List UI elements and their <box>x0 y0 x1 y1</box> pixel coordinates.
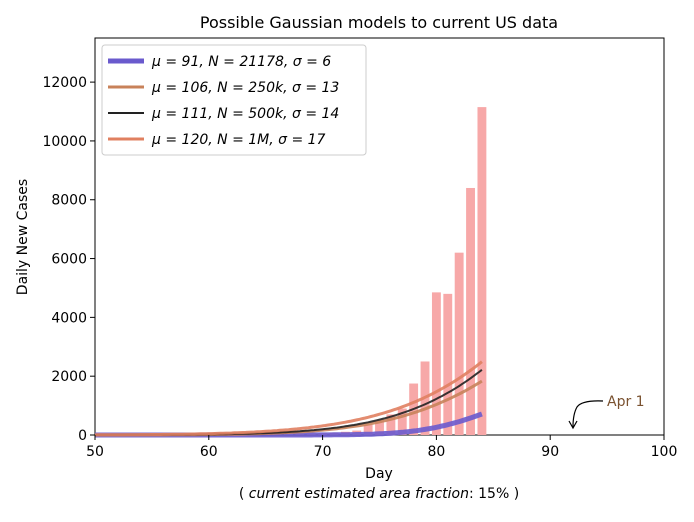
annotation-text: Apr 1 <box>607 394 645 410</box>
x-tick-label: 70 <box>314 444 332 460</box>
bars-group <box>250 107 486 435</box>
x-axis-label: Day <box>365 466 393 482</box>
x-axis-sublabel-suffix: : 15% ) <box>469 486 519 502</box>
y-tick-label: 0 <box>78 428 87 444</box>
x-axis-sublabel-prefix: ( <box>239 486 249 502</box>
x-tick-label: 100 <box>651 444 678 460</box>
bar <box>466 188 475 435</box>
legend-label: μ = 120, N = 1M, σ = 17 <box>151 132 326 148</box>
x-tick-label: 50 <box>86 444 104 460</box>
legend-label: μ = 91, N = 21178, σ = 6 <box>151 54 331 70</box>
x-tick-label: 90 <box>541 444 559 460</box>
y-tick-label: 6000 <box>51 252 87 268</box>
x-tick-label: 60 <box>200 444 218 460</box>
legend: μ = 91, N = 21178, σ = 6 μ = 106, N = 250… <box>102 45 366 155</box>
y-tick-label: 12000 <box>42 75 87 91</box>
apr1-annotation: Apr 1 <box>569 394 645 428</box>
y-tick-label: 8000 <box>51 193 87 209</box>
x-tick-label: 80 <box>427 444 445 460</box>
legend-label: μ = 106, N = 250k, σ = 13 <box>151 80 339 96</box>
x-axis-sublabel-italic: current estimated area fraction <box>249 486 469 502</box>
bar <box>477 107 486 435</box>
bar <box>443 294 452 435</box>
bar <box>432 292 441 435</box>
y-tick-label: 4000 <box>51 310 87 326</box>
y-axis-ticks: 0 2000 4000 6000 8000 10000 12000 <box>42 75 95 444</box>
annotation-arrow <box>573 401 603 427</box>
y-tick-label: 10000 <box>42 134 87 150</box>
x-axis-sublabel: ( current estimated area fraction: 15% ) <box>239 486 519 502</box>
x-axis-ticks: 50 60 70 80 90 100 <box>86 435 677 460</box>
chart-title: Possible Gaussian models to current US d… <box>200 13 558 32</box>
y-tick-label: 2000 <box>51 369 87 385</box>
y-axis-label: Daily New Cases <box>15 179 31 295</box>
legend-label: μ = 111, N = 500k, σ = 14 <box>151 106 339 122</box>
bar <box>455 253 464 435</box>
